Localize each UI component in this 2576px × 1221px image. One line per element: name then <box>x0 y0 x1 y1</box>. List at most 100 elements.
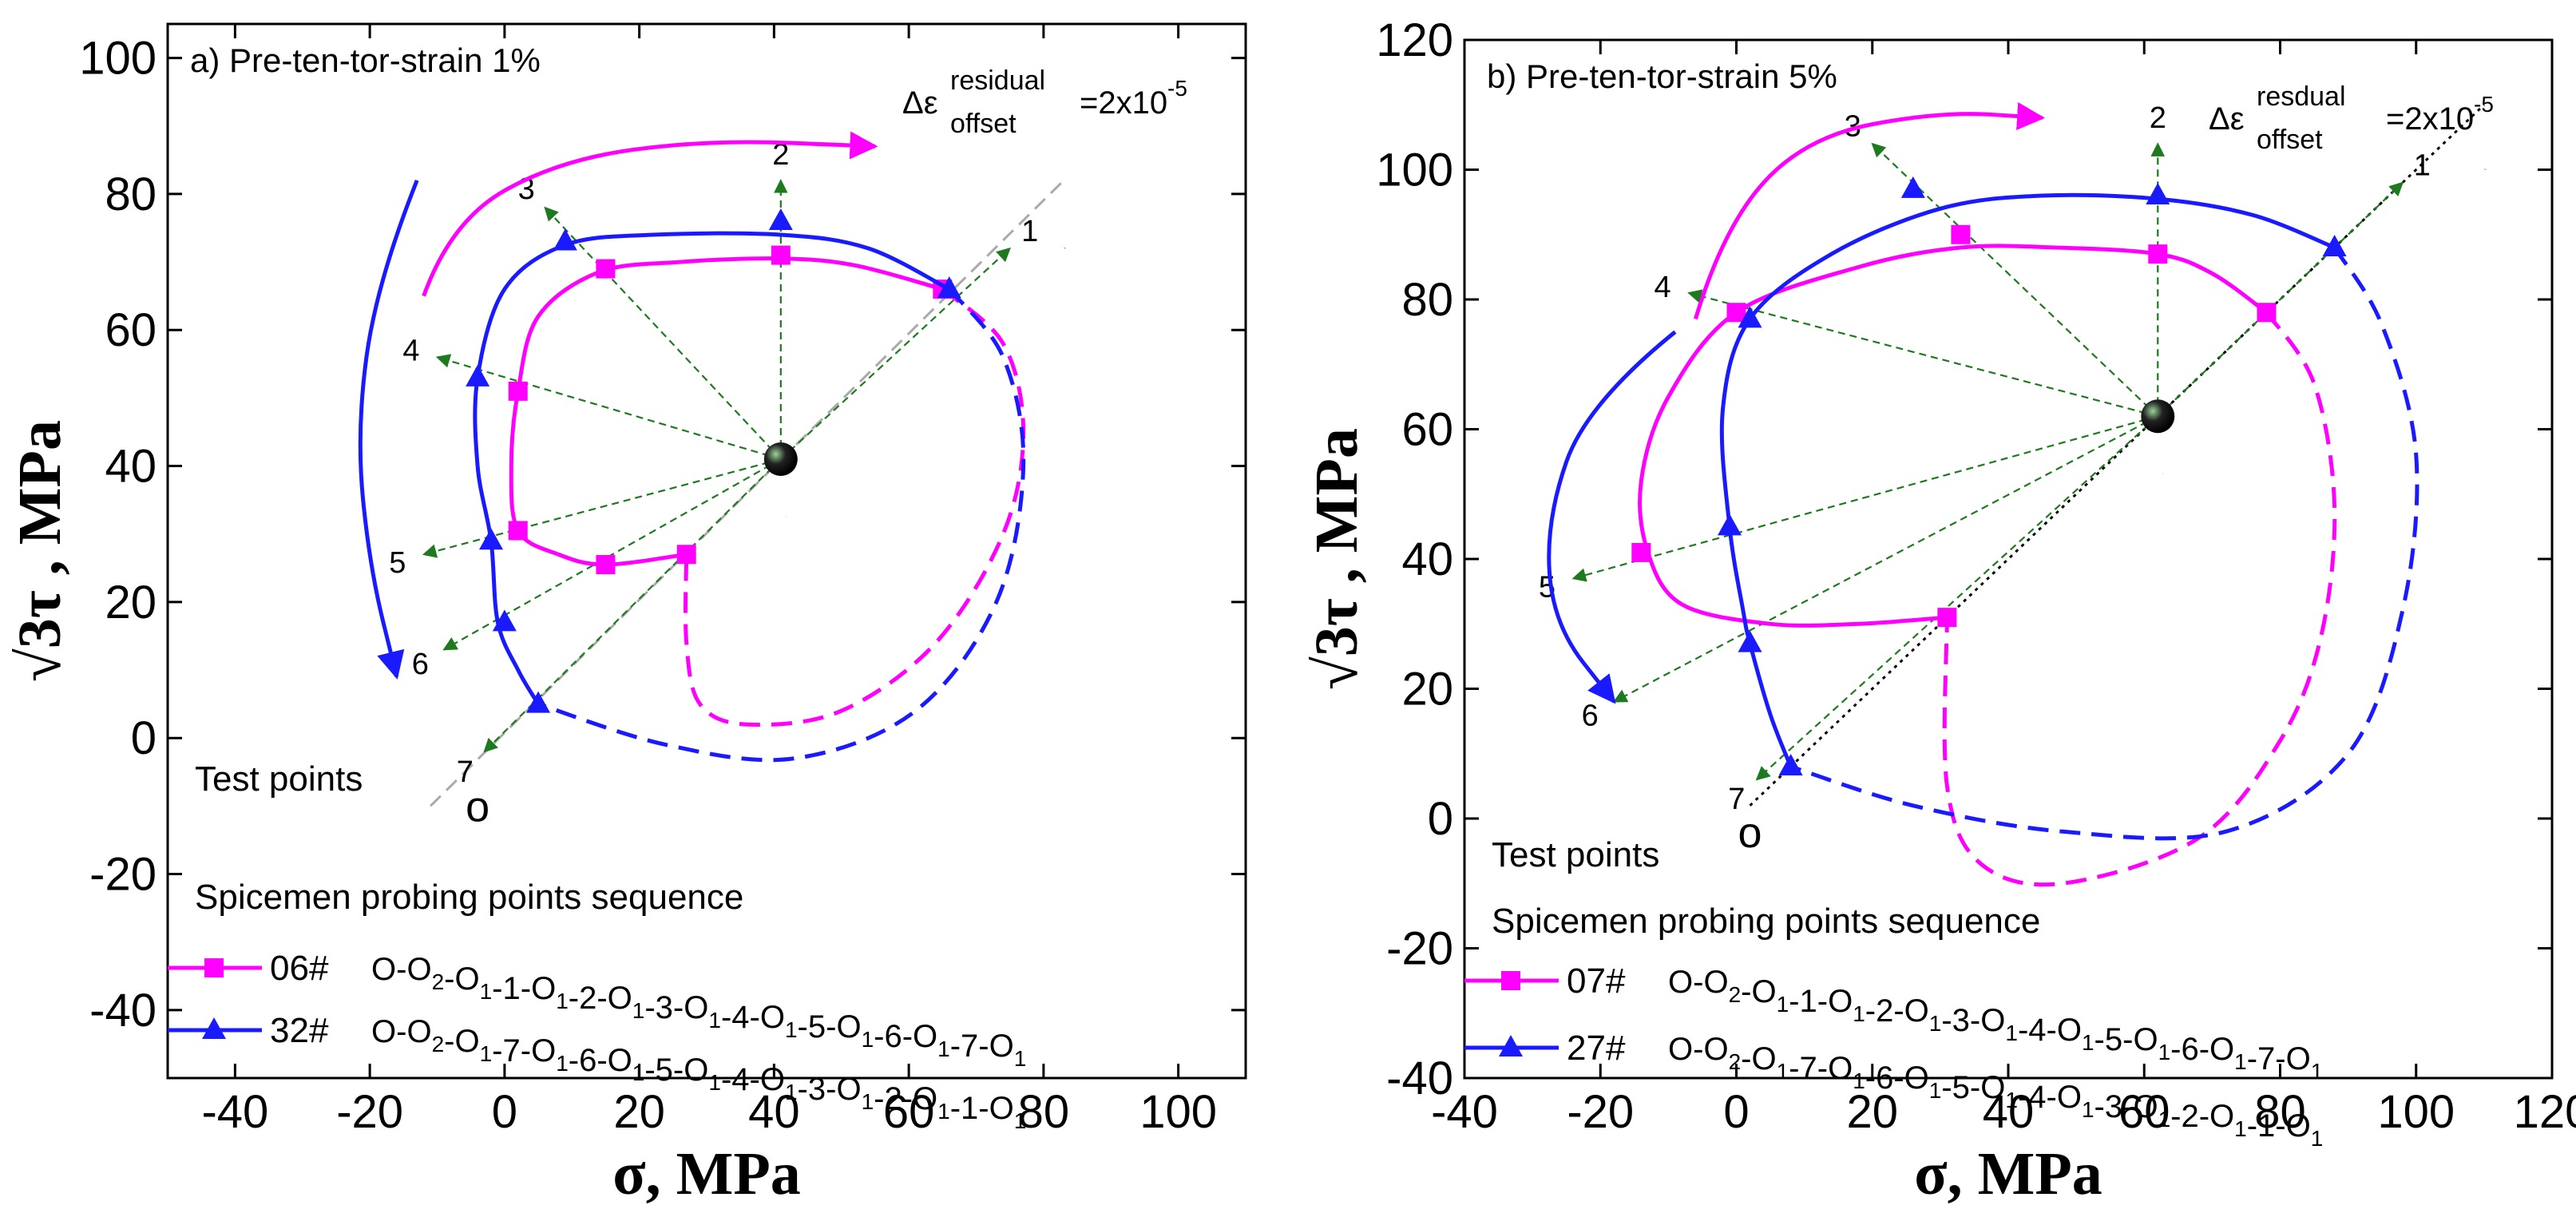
data-point-triangle <box>768 208 793 230</box>
data-point-square <box>1726 303 1746 323</box>
data-point-square <box>1631 542 1651 562</box>
yield-surface-dashed <box>1789 246 2419 841</box>
yield-surface-dashed <box>683 287 1026 727</box>
legend-sequence: O-O2-O1-1-O1-2-O1-3-O1-4-O1-5-O1-6-O1-7-… <box>1668 965 2323 1084</box>
panel-title: a) Pre-ten-tor-strain 1% <box>190 42 541 79</box>
data-point-triangle <box>2146 183 2170 204</box>
offset-strain-label: Δε <box>2209 101 2245 137</box>
o2-label: o54 <box>2484 169 2487 172</box>
y-tick-label: 120 <box>1376 14 1453 66</box>
legend-specimen-label: 07# <box>1567 961 1626 1001</box>
data-point-triangle <box>526 691 551 713</box>
probe-direction-arrow <box>422 458 782 558</box>
y-tick-label: 60 <box>105 304 157 356</box>
legend-marker-triangle <box>1499 1035 1523 1056</box>
center-o1-marker <box>763 442 798 477</box>
data-point-triangle <box>1778 754 1803 775</box>
probe-number-label: 7 <box>1728 783 1745 816</box>
x-tick-label: -40 <box>201 1086 268 1138</box>
data-point-square <box>2257 303 2277 323</box>
y-tick-label: 60 <box>1401 404 1453 456</box>
probe-direction-arrow <box>1755 415 2159 781</box>
probe-direction-arrow <box>2157 181 2404 418</box>
y-tick-label: 20 <box>105 577 157 628</box>
data-point-square <box>596 555 616 575</box>
x-tick-label: 20 <box>613 1086 665 1138</box>
legend-specimen-label: 06# <box>270 949 329 988</box>
offset-strain-value: =2x10 <box>2386 101 2474 137</box>
probe-number-label: 3 <box>1845 110 1861 144</box>
data-point-square <box>771 245 791 265</box>
data-point-triangle <box>1900 176 1925 198</box>
panel-title: b) Pre-ten-tor-strain 5% <box>1487 57 1837 95</box>
x-tick-label: 60 <box>2118 1086 2170 1138</box>
probe-direction-arrow <box>780 247 1011 460</box>
probe-number-label: 2 <box>2150 101 2166 135</box>
x-tick-label: -20 <box>336 1086 403 1138</box>
probe-direction-arrow <box>435 354 782 461</box>
center-o1-label: o56 <box>786 516 787 517</box>
probe-number-label: 4 <box>402 335 419 368</box>
x-tick-label: 0 <box>1723 1086 1749 1138</box>
legend-sequence: O-O2-O1-7-O1-6-O1-5-O1-4-O1-3-O1-2-O1-1-… <box>371 1014 1026 1133</box>
data-point-square <box>508 521 528 541</box>
y-tick-label: 0 <box>1428 793 1453 845</box>
o2-label: o54 <box>1064 248 1066 250</box>
x-tick-label: 40 <box>748 1086 800 1138</box>
rotation-direction-arrow <box>1694 102 2046 320</box>
legend-marker-square <box>204 958 224 977</box>
x-tick-label: 60 <box>883 1086 935 1138</box>
data-point-square <box>1937 608 1957 628</box>
offset-strain-sub: offset <box>950 109 1017 139</box>
probe-number-label: 6 <box>412 648 429 681</box>
data-point-square <box>676 545 696 565</box>
offset-strain-exp: -5 <box>2474 92 2494 117</box>
yield-surface-curve <box>509 256 943 567</box>
yield-surface-curve <box>473 231 950 705</box>
x-tick-label: 0 <box>492 1086 517 1138</box>
rotation-direction-arrow <box>422 131 878 297</box>
probe-number-label: 1 <box>1021 215 1038 248</box>
panel-b: -40 -20 0 20 40 60 80 100 120 -40 -20 0 20 40 60 80 100 1… <box>1303 14 2576 1207</box>
test-points-label: Test points <box>1492 835 1659 874</box>
data-point-triangle <box>2322 235 2347 256</box>
data-point-triangle <box>1717 513 1742 536</box>
offset-strain-sub: offset <box>2257 125 2323 155</box>
data-point-triangle <box>1738 306 1762 328</box>
x-tick-label: 80 <box>2254 1086 2306 1138</box>
yield-surface-curve <box>1638 244 2268 628</box>
offset-strain-exp: -5 <box>1167 76 1187 101</box>
y-tick-label: 20 <box>1401 664 1453 716</box>
yield-surface-dashed <box>537 287 1026 763</box>
x-tick-label: 100 <box>1139 1086 1217 1138</box>
data-point-square <box>596 259 616 279</box>
data-point-triangle <box>1738 630 1762 652</box>
center-o1-marker <box>2141 399 2175 434</box>
rotation-direction-arrow <box>358 179 419 680</box>
origin-o-label: o <box>466 783 489 831</box>
y-tick-label: 80 <box>105 168 157 220</box>
x-tick-label: 100 <box>2377 1086 2455 1138</box>
offset-strain-value: =2x10 <box>1080 85 1167 121</box>
data-point-triangle <box>479 528 503 550</box>
offset-strain-sup: residual <box>950 65 1045 96</box>
yield-surface-dashed <box>1942 311 2337 887</box>
legend-specimen-label: 27# <box>1567 1029 1626 1068</box>
panel-a: -40 -20 0 20 40 60 80 100 -40 -20 0 20 40 60 80 100 σ, M… <box>6 22 1247 1207</box>
offset-strain-label: Δε <box>902 85 938 121</box>
rotation-direction-arrow <box>1547 330 1677 704</box>
data-point-square <box>1951 224 1971 244</box>
probe-number-label: 4 <box>1654 271 1670 304</box>
legend-specimen-label: 32# <box>270 1011 329 1050</box>
y-tick-label: 100 <box>1376 145 1453 196</box>
probe-number-label: 7 <box>457 755 474 789</box>
x-tick-label: 20 <box>1846 1086 1898 1138</box>
legend-header: Spicemen probing points sequence <box>195 878 743 917</box>
test-points-label: Test points <box>195 759 363 799</box>
y-tick-label: 40 <box>1401 533 1453 585</box>
y-axis-label: √3τ , MPa <box>6 420 73 682</box>
x-tick-label: 120 <box>2514 1086 2576 1138</box>
y-tick-label: 40 <box>105 441 157 493</box>
probe-direction-arrow <box>1612 415 2158 703</box>
